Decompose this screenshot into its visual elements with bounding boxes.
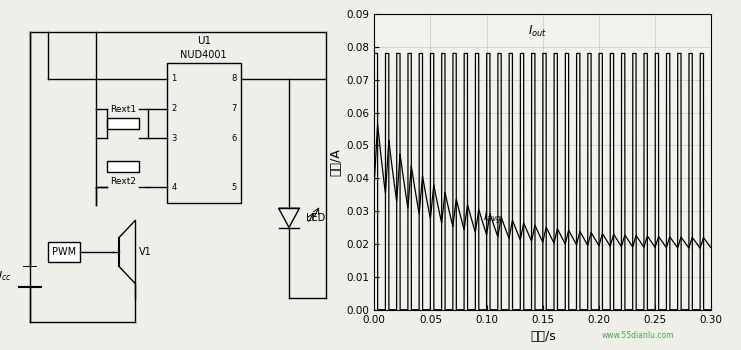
- Text: LED: LED: [306, 213, 325, 223]
- Text: 5: 5: [231, 183, 236, 192]
- Text: 2: 2: [171, 104, 176, 113]
- Text: U1: U1: [196, 35, 211, 46]
- Text: 6: 6: [231, 134, 236, 143]
- Text: V1: V1: [139, 247, 152, 257]
- Bar: [48, 242, 80, 262]
- Text: PWM: PWM: [52, 247, 76, 257]
- Text: 7: 7: [231, 104, 236, 113]
- Text: $U_{cc}$: $U_{cc}$: [0, 270, 11, 284]
- Text: Rext1: Rext1: [110, 105, 136, 113]
- Bar: [107, 118, 139, 129]
- Bar: [167, 63, 241, 203]
- Text: www.55dianlu.com: www.55dianlu.com: [602, 330, 674, 340]
- X-axis label: 时间/s: 时间/s: [530, 330, 556, 343]
- Text: NUD4001: NUD4001: [181, 49, 227, 60]
- Bar: [107, 161, 139, 172]
- Text: Rext2: Rext2: [110, 177, 136, 186]
- Text: $I_{avg}$: $I_{avg}$: [482, 210, 502, 227]
- Text: 3: 3: [171, 134, 176, 143]
- Text: 8: 8: [231, 74, 236, 83]
- Y-axis label: 电流/A: 电流/A: [329, 148, 342, 176]
- Text: $I_{out}$: $I_{out}$: [528, 25, 547, 40]
- Text: 1: 1: [171, 74, 176, 83]
- Text: 4: 4: [171, 183, 176, 192]
